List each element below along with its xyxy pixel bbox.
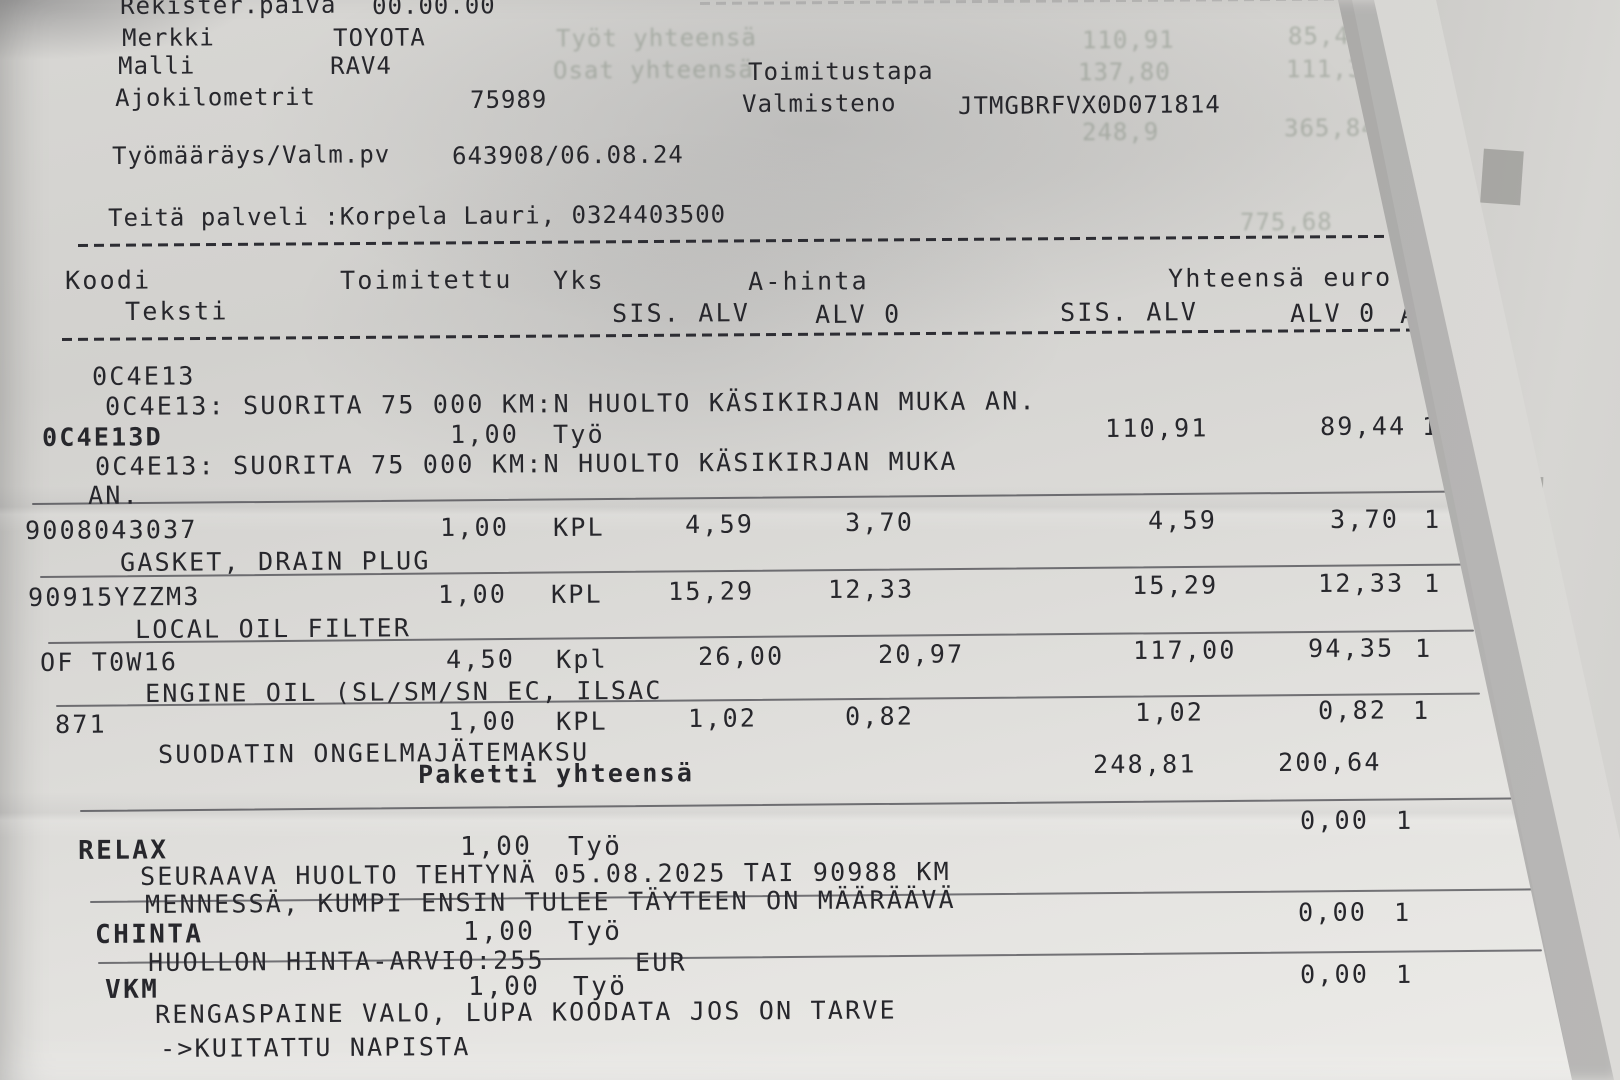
- package-total-sis: 248,81: [1093, 749, 1197, 779]
- col-header-yks: Yks: [553, 265, 605, 295]
- part-unit: KPL: [551, 579, 603, 609]
- col-header-sis-alv-2: SIS. ALV: [1060, 297, 1199, 327]
- delivery-method-label: Toimitustapa: [748, 56, 934, 86]
- mileage-value: 75989: [470, 85, 548, 114]
- extra-desc: MENNESSÄ, KUMPI ENSIN TULEE TÄYTEEN ON M…: [145, 885, 956, 919]
- extra-desc: RENGASPAINE VALO, LUPA KOODATA JOS ON TA…: [155, 995, 897, 1029]
- part-total-sis: 4,59: [1148, 505, 1218, 535]
- reg-date-label: Rekister.päivä: [120, 0, 337, 20]
- part-at: 1: [1413, 695, 1431, 725]
- part-code: 9008043037: [25, 514, 198, 545]
- extra-total-alv0: 0,00: [1300, 805, 1370, 835]
- mfg-number-label: Valmisteno: [742, 89, 897, 118]
- package-desc: 0C4E13: SUORITA 75 000 KM:N HUOLTO KÄSIK…: [105, 386, 1037, 421]
- extra-unit: Työ: [568, 831, 623, 862]
- bleedthrough-dashed-line: [699, 0, 1340, 5]
- gray-mark: [1480, 148, 1524, 206]
- separator-dashed: [61, 328, 1434, 341]
- make-value: TOYOTA: [333, 23, 426, 52]
- part-qty: 1,00: [448, 706, 518, 736]
- col-header-teksti: Teksti: [125, 296, 229, 326]
- col-header-alv-0-2: ALV 0: [1290, 298, 1377, 328]
- work-unit: Työ: [553, 419, 605, 449]
- separator-dashed: [77, 234, 1426, 247]
- extra-at: 1: [1394, 897, 1412, 927]
- part-qty: 4,50: [446, 644, 516, 674]
- extra-qty: 1,00: [463, 916, 536, 947]
- work-code: 0C4E13D: [42, 422, 163, 452]
- bleedthrough-text: Työt yhteensä: [555, 23, 757, 53]
- part-unit-price-sis: 26,00: [698, 641, 785, 671]
- part-unit-price-sis: 15,29: [668, 576, 755, 606]
- part-total-sis: 117,00: [1133, 635, 1237, 665]
- work-order-label: Työmääräys/Valm.pv: [112, 140, 391, 170]
- bleedthrough-text: 775,68: [1239, 207, 1333, 237]
- part-total-alv0: 3,70: [1330, 504, 1400, 534]
- extra-qty: 1,00: [460, 831, 533, 862]
- work-desc-line2: AN.: [88, 480, 140, 510]
- part-code: OF T0W16: [40, 647, 179, 677]
- part-unit-price-alv0: 0,82: [845, 701, 915, 731]
- part-unit: KPL: [553, 512, 605, 542]
- work-qty: 1,00: [450, 419, 520, 449]
- part-total-sis: 15,29: [1132, 570, 1219, 600]
- package-code: 0C4E13: [92, 361, 196, 391]
- work-total-alv0: 89,44: [1320, 411, 1407, 441]
- mfg-number-value: JTMGBRFVX0D071814: [958, 90, 1221, 120]
- package-total-alv0: 200,64: [1278, 747, 1382, 777]
- col-header-a-hinta: A-hinta: [748, 266, 869, 296]
- served-by-line: Teitä palveli :Korpela Lauri, 0324403500: [108, 200, 727, 232]
- bleedthrough-text: 365,84: [1283, 113, 1377, 143]
- part-at: 1: [1424, 504, 1442, 534]
- extra-code: CHINTA: [95, 919, 204, 950]
- part-qty: 1,00: [440, 512, 510, 542]
- col-header-yhteensa-euro: Yhteensä euro: [1168, 262, 1393, 293]
- work-desc-line1: 0C4E13: SUORITA 75 000 KM:N HUOLTO KÄSIK…: [95, 446, 958, 481]
- part-at: 1: [1424, 568, 1442, 598]
- bleedthrough-text: 110,91: [1081, 25, 1175, 55]
- work-order-value: 643908/06.08.24: [452, 140, 684, 170]
- bleedthrough-text: 137,80: [1077, 57, 1171, 87]
- bleedthrough-text: Osat yhteensä: [552, 55, 754, 85]
- part-unit-price-alv0: 12,33: [828, 574, 915, 604]
- extra-unit: Työ: [568, 916, 623, 947]
- reg-date-value: 00.00.00: [372, 0, 496, 20]
- bleedthrough-text: 248,9: [1081, 117, 1160, 147]
- part-total-alv0: 12,33: [1318, 568, 1405, 598]
- col-header-toimitettu: Toimitettu: [340, 264, 513, 295]
- part-unit-price-sis: 1,02: [688, 703, 758, 733]
- make-label: Merkki: [122, 23, 215, 52]
- part-unit-price-sis: 4,59: [685, 509, 755, 539]
- part-code: 90915YZZM3: [28, 581, 201, 612]
- work-total-sis-alv: 110,91: [1105, 413, 1209, 443]
- part-total-alv0: 0,82: [1318, 695, 1388, 725]
- extra-desc-unit: EUR: [635, 947, 687, 977]
- col-header-koodi: Koodi: [65, 265, 152, 295]
- model-label: Malli: [118, 51, 196, 80]
- part-unit-price-alv0: 3,70: [845, 507, 915, 537]
- part-unit: KPL: [556, 706, 608, 736]
- part-total-sis: 1,02: [1135, 697, 1205, 727]
- extra-total-alv0: 0,00: [1298, 897, 1368, 927]
- part-at: 1: [1415, 633, 1433, 663]
- package-total-label: Paketti yhteensä: [418, 758, 695, 789]
- col-header-alv-0: ALV 0: [815, 299, 902, 329]
- rule-line: [31, 490, 1472, 505]
- mileage-label: Ajokilometrit: [115, 82, 317, 112]
- part-qty: 1,00: [438, 579, 508, 609]
- part-code: 871: [55, 709, 107, 739]
- part-total-alv0: 94,35: [1308, 633, 1395, 663]
- extra-at: 1: [1396, 959, 1414, 989]
- extra-code: VKM: [105, 974, 160, 1005]
- extra-at: 1: [1396, 805, 1414, 835]
- model-value: RAV4: [330, 51, 392, 80]
- part-unit: Kpl: [556, 644, 608, 674]
- extra-desc: ->KUITATTU NAPISTA: [160, 1032, 471, 1063]
- col-header-sis-alv: SIS. ALV: [612, 298, 751, 328]
- extra-total-alv0: 0,00: [1300, 959, 1370, 989]
- part-unit-price-alv0: 20,97: [878, 639, 965, 669]
